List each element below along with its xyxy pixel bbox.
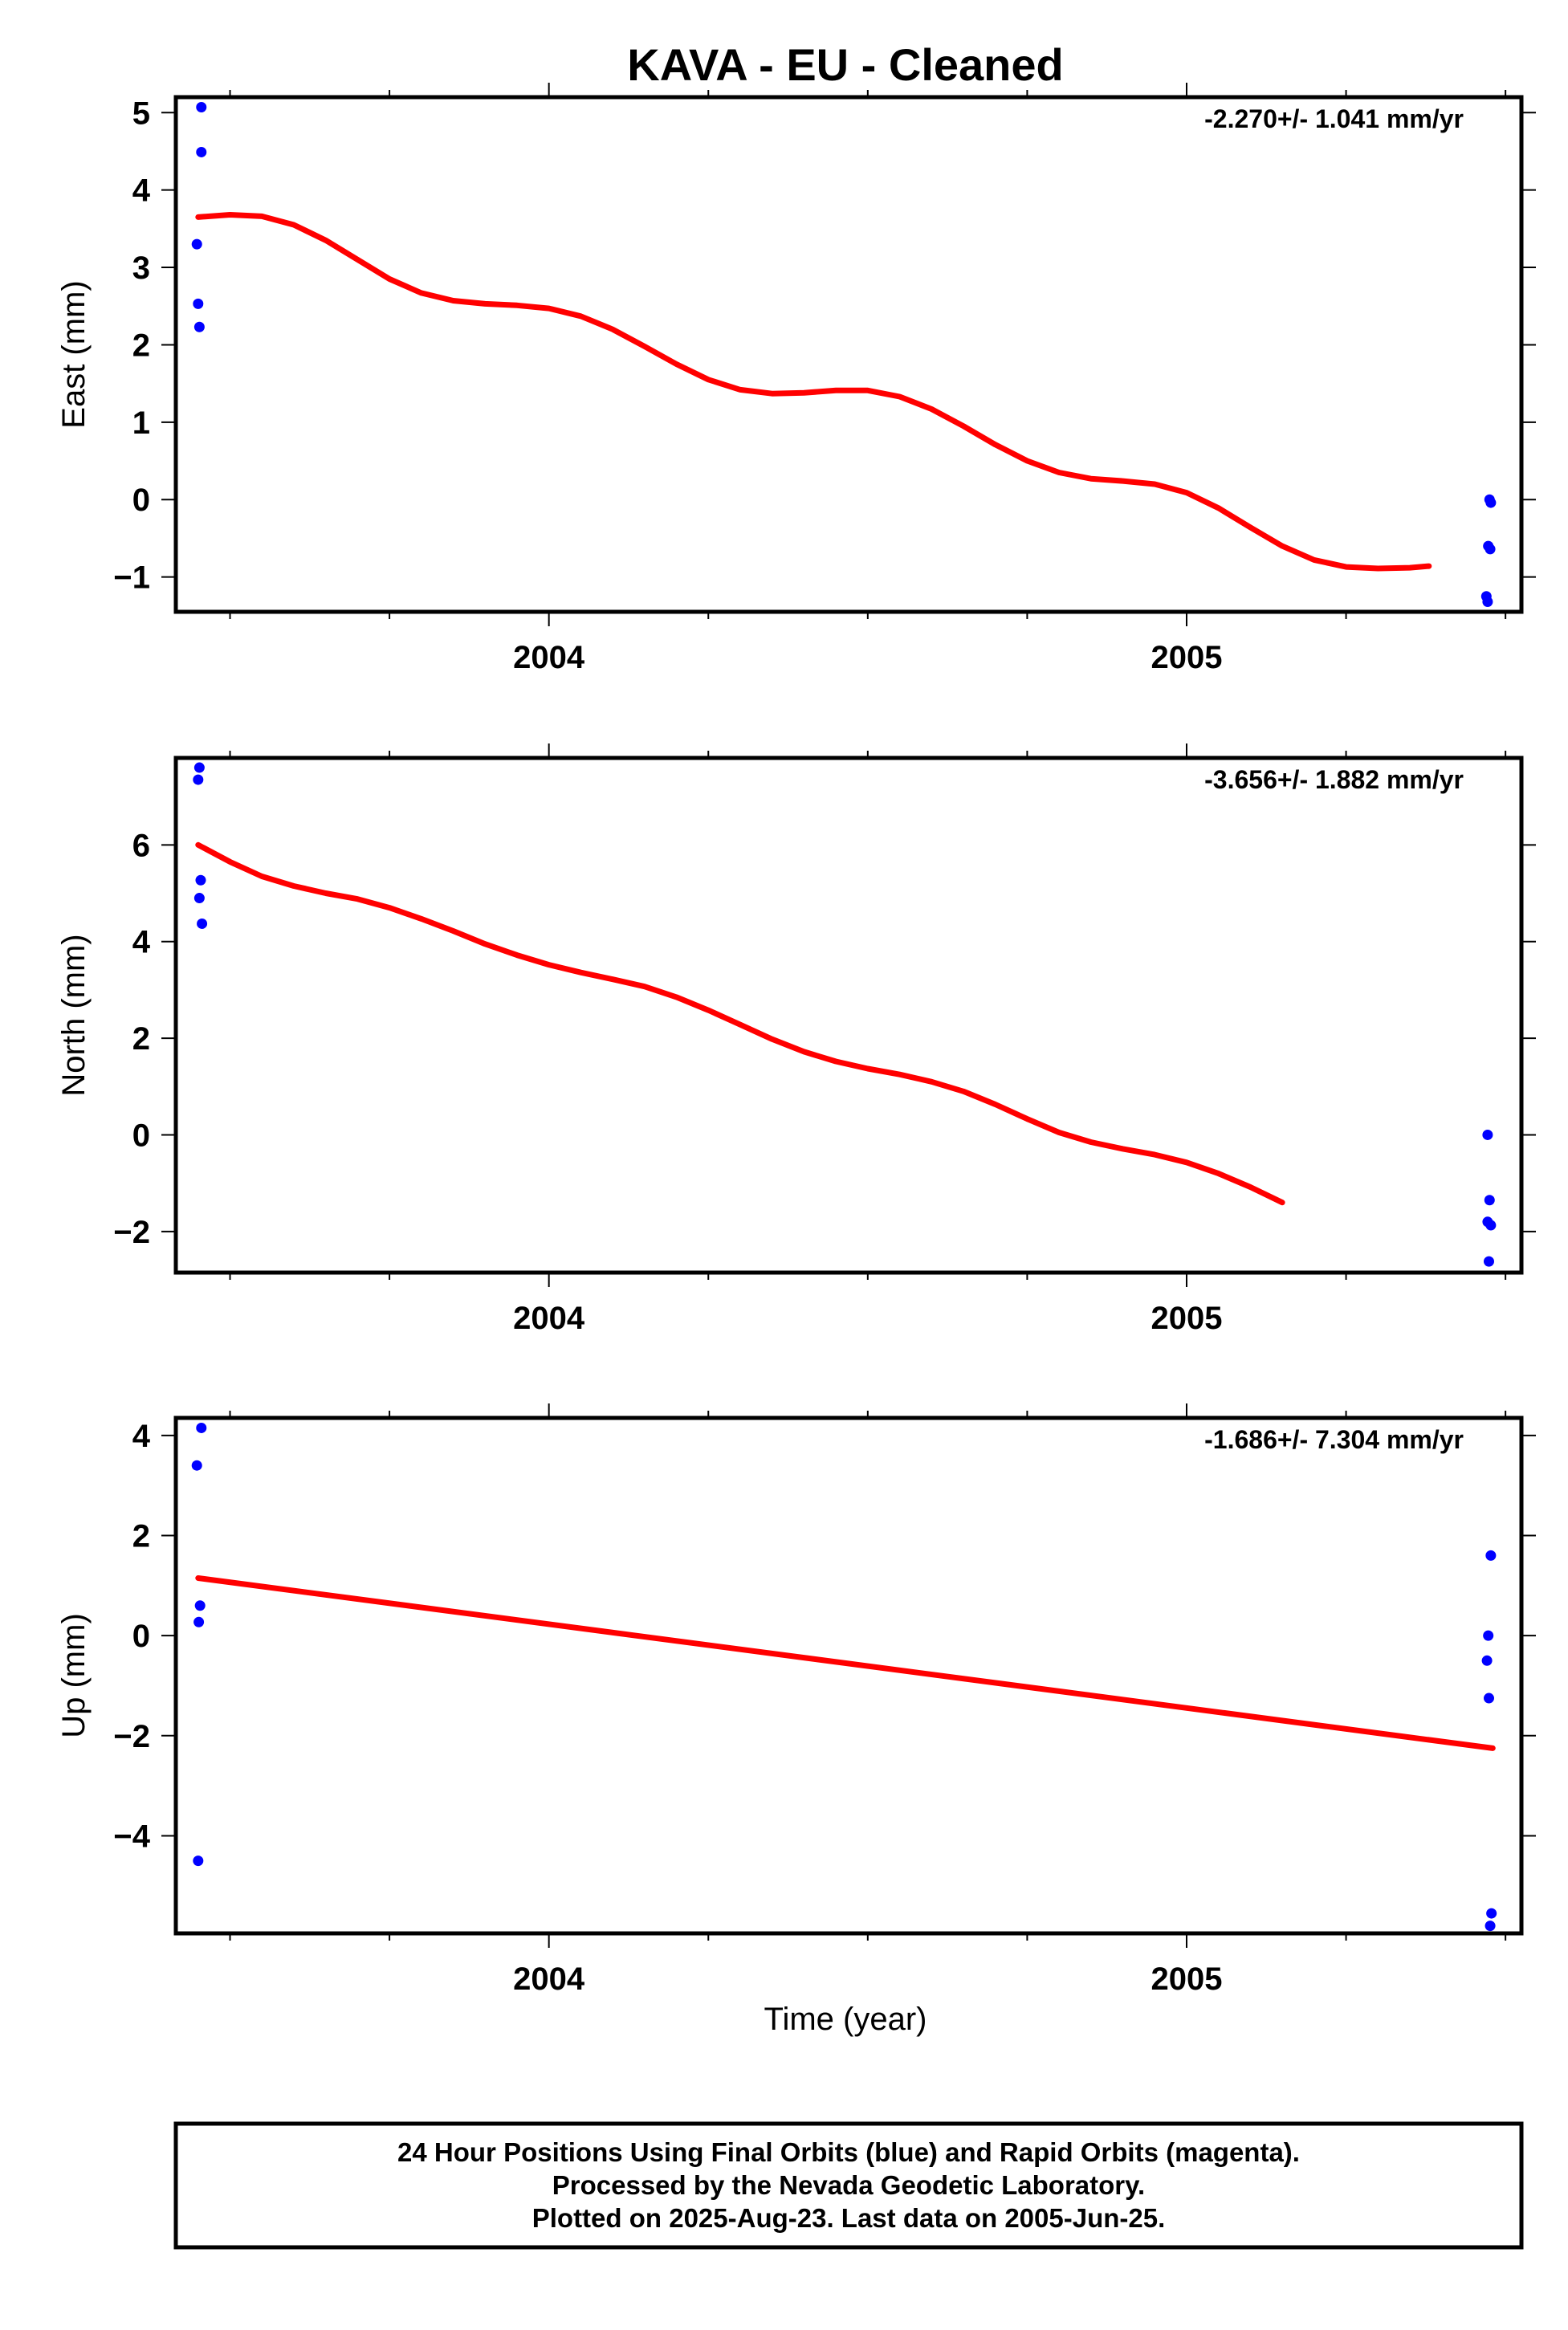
footer-line-1: 24 Hour Positions Using Final Orbits (bl… <box>397 2137 1300 2167</box>
data-point <box>1486 1908 1497 1919</box>
data-point <box>195 874 206 886</box>
x-axis-label: Time (year) <box>764 2002 927 2037</box>
y-tick-label: 0 <box>132 483 150 518</box>
y-tick-label: 2 <box>132 328 150 363</box>
y-tick-label: 0 <box>132 1619 150 1654</box>
x-tick-label: 2005 <box>1151 1301 1222 1336</box>
data-point <box>193 762 205 773</box>
data-point <box>1484 1195 1495 1206</box>
data-point <box>1485 544 1496 555</box>
y-tick-label: −2 <box>113 1215 150 1250</box>
y-tick-label: −1 <box>113 560 150 596</box>
y-tick-label: 2 <box>132 1021 150 1057</box>
y-tick-label: 1 <box>132 405 150 441</box>
data-point <box>196 102 207 113</box>
rate-annotation: -2.270+/- 1.041 mm/yr <box>1204 104 1464 133</box>
data-point <box>193 893 205 904</box>
y-tick-label: 0 <box>132 1118 150 1153</box>
data-point <box>1481 1655 1493 1666</box>
data-point <box>193 774 204 785</box>
data-point <box>1485 1550 1497 1561</box>
data-point <box>193 1616 205 1627</box>
y-tick-label: 4 <box>132 925 151 960</box>
fit-line <box>195 212 1432 572</box>
data-point <box>191 238 202 250</box>
panel-north: −2 0 2 4 6 2004 2005 North (mm) -3.656+/- 1.882 … <box>56 743 1536 1336</box>
y-axis-label: Up (mm) <box>56 1613 92 1738</box>
x-tick-label: 2004 <box>513 640 585 675</box>
plot-frame <box>173 756 1524 1275</box>
y-tick-label: 2 <box>132 1518 150 1554</box>
x-tick-label: 2005 <box>1151 1961 1222 1997</box>
data-point <box>193 321 205 332</box>
plot-frame <box>173 1416 1524 1936</box>
y-tick-label: −4 <box>113 1819 150 1854</box>
fit-line <box>195 841 1285 1206</box>
data-point <box>1483 1693 1494 1704</box>
y-tick-label: 4 <box>132 1419 151 1454</box>
panel-east: −1 0 1 2 3 4 5 2004 2005 East (mm) -2.270+/- 1.041… <box>56 83 1536 675</box>
rate-annotation: -1.686+/- 7.304 mm/yr <box>1204 1425 1464 1454</box>
data-point <box>1483 1256 1494 1267</box>
data-point <box>1482 596 1493 607</box>
footer-line-3: Plotted on 2025-Aug-23. Last data on 200… <box>532 2203 1166 2233</box>
data-point <box>1485 497 1497 508</box>
rate-annotation: -3.656+/- 1.882 mm/yr <box>1204 765 1464 794</box>
data-point <box>194 1600 206 1611</box>
y-tick-label: 5 <box>132 96 150 131</box>
footer-line-2: Processed by the Nevada Geodetic Laborat… <box>552 2170 1145 2200</box>
y-tick-label: 3 <box>132 251 150 286</box>
panel-up: −4 −2 0 2 4 2004 2005 Up (mm) -1.686+/- 7.304 mm… <box>56 1403 1536 1997</box>
y-axis-label: East (mm) <box>56 280 92 428</box>
y-axis-label: North (mm) <box>56 934 92 1096</box>
data-point <box>193 1855 204 1867</box>
data-point <box>1485 1220 1497 1231</box>
data-point <box>1482 1129 1493 1140</box>
data-point <box>1485 1921 1496 1932</box>
x-tick-label: 2004 <box>513 1961 585 1997</box>
y-tick-label: 6 <box>132 828 150 863</box>
fit-line <box>195 1575 1496 1751</box>
data-point <box>191 1460 202 1471</box>
data-point <box>196 146 207 157</box>
data-point <box>193 298 204 309</box>
x-tick-label: 2005 <box>1151 640 1222 675</box>
chart-title: KAVA - EU - Cleaned <box>627 39 1063 90</box>
data-point <box>196 1422 207 1433</box>
x-tick-label: 2004 <box>513 1301 585 1336</box>
y-tick-label: 4 <box>132 173 151 209</box>
y-tick-label: −2 <box>113 1719 150 1754</box>
footer-box <box>173 2121 1524 2250</box>
data-point <box>1483 1630 1494 1641</box>
plot-frame <box>173 95 1524 614</box>
data-point <box>197 918 208 929</box>
